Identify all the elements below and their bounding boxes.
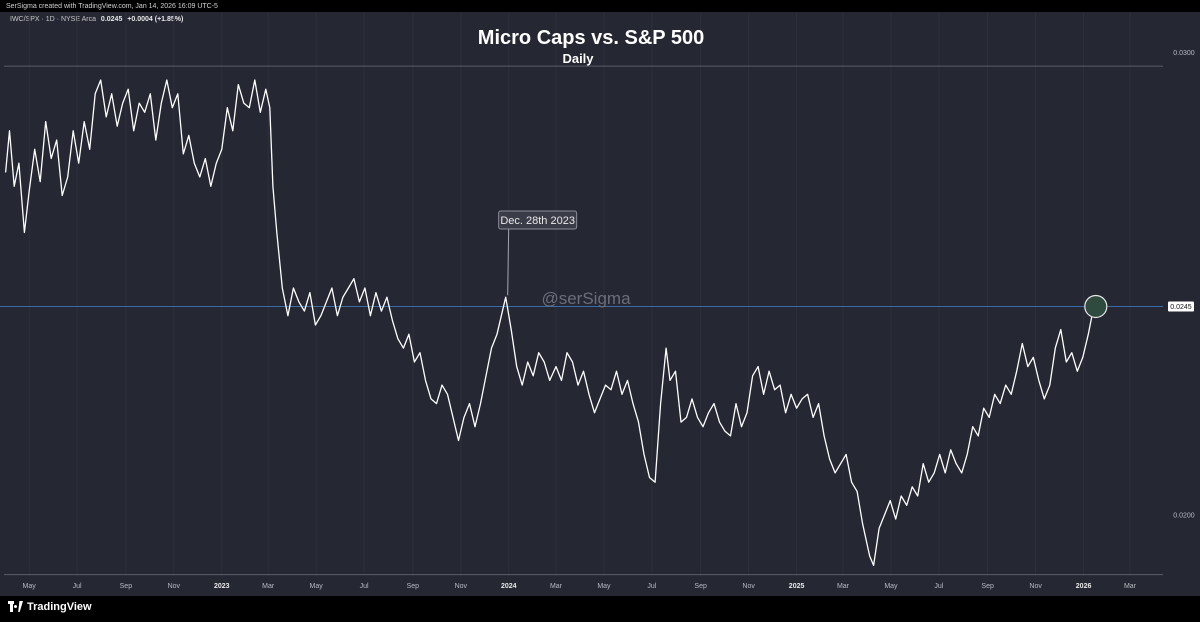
annotation-box (498, 210, 578, 230)
symbol-legend: IWC/SPX · 1D · NYSE Arca 0.0245 +0.0004 … (10, 16, 183, 23)
x-tick-label: May (597, 583, 611, 590)
x-tick-label: Nov (742, 583, 755, 590)
x-tick-label: 2026 (1076, 583, 1092, 590)
x-tick-label: 2024 (501, 583, 517, 590)
x-tick-label: May (884, 583, 898, 590)
x-tick-label: Sep (694, 583, 707, 590)
x-tick-label: Jul (647, 583, 656, 590)
y-tick-label: 0.0300 (1173, 50, 1195, 57)
footer: TradingView (0, 596, 1200, 622)
x-tick-label: May (23, 583, 37, 590)
y-tick-label: 0.0200 (1173, 513, 1195, 520)
x-tick-label: Nov (455, 583, 468, 590)
series-line (4, 79, 1095, 567)
x-tick-label: Mar (837, 583, 850, 590)
chart-panel[interactable]: IWC/SPX · 1D · NYSE Arca 0.0245 +0.0004 … (0, 12, 1200, 596)
x-tick-label: Nov (168, 583, 181, 590)
chart-title: Micro Caps vs. S&P 500 (478, 27, 704, 49)
x-tick-label: Mar (1124, 583, 1137, 590)
current-value-marker (1084, 294, 1108, 319)
tradingview-brand[interactable]: TradingView (8, 601, 92, 613)
brand-name: TradingView (27, 601, 92, 613)
x-tick-label: Sep (120, 583, 133, 590)
x-tick-label: Jul (360, 583, 369, 590)
price-label: 0.0245 (1170, 304, 1192, 311)
symbol-ticker: IWC/SPX · 1D · NYSE Arca (10, 16, 96, 23)
price-label-box (1168, 301, 1194, 312)
attribution-text: SerSigma created with TradingView.com, J… (6, 3, 218, 10)
x-tick-label: Mar (262, 583, 275, 590)
x-tick-label: Nov (1029, 583, 1042, 590)
price-chart[interactable]: @serSigma Dec. 28th 2023 0.0300 0.0200 0.… (0, 12, 1200, 596)
x-tick-label: Jul (73, 583, 82, 590)
x-tick-label: Mar (550, 583, 563, 590)
chart-subtitle: Daily (562, 51, 594, 66)
symbol-last-value: 0.0245 (100, 16, 123, 23)
x-tick-label: Jul (934, 583, 943, 590)
tradingview-logo-icon (8, 601, 23, 613)
annotation-text: Dec. 28th 2023 (500, 215, 575, 227)
annotation-pointer (507, 228, 510, 296)
symbol-change: +0.0004 (+1.85%) (127, 16, 184, 23)
x-tick-label: 2023 (214, 583, 230, 590)
watermark: @serSigma (541, 289, 631, 308)
x-tick-label: 2025 (789, 583, 805, 590)
x-tick-label: Sep (981, 583, 994, 590)
x-tick-label: Sep (407, 583, 420, 590)
x-tick-label: May (310, 583, 324, 590)
annotation-callout: Dec. 28th 2023 (498, 210, 578, 296)
